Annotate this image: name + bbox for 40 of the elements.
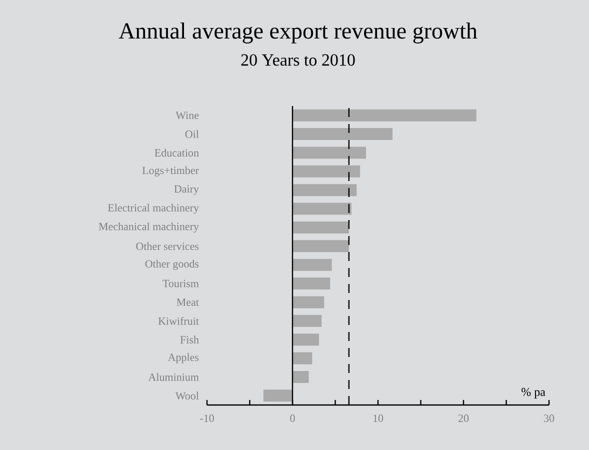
bar <box>292 221 349 234</box>
x-tick-label: 10 <box>373 414 384 422</box>
y-tick-label: Fish <box>180 336 199 344</box>
x-axis-title: % pa <box>522 388 546 398</box>
x-tick-label: -10 <box>200 414 214 422</box>
chart-subtitle: 20 Years to 2010 <box>241 54 355 66</box>
y-tick-label: Logs+timber <box>142 166 199 176</box>
bar <box>263 390 293 402</box>
y-tick-label: Kiwifruit <box>158 316 199 325</box>
bar <box>292 258 332 271</box>
y-tick-label: Aluminium <box>148 373 199 381</box>
y-tick-label: Other goods <box>145 260 199 270</box>
x-tick-label: 0 <box>290 414 295 422</box>
y-tick-label: Oil <box>185 130 199 138</box>
bar <box>292 128 393 140</box>
bar <box>292 296 324 308</box>
y-tick-label: Meat <box>176 298 199 306</box>
y-tick-label: Electrical machinery <box>108 204 199 214</box>
y-tick-label: Other services <box>136 242 199 250</box>
y-tick-label: Wool <box>175 392 199 400</box>
x-tick-label: 20 <box>458 414 469 422</box>
bar <box>292 314 322 327</box>
chart-title: Annual average export revenue growth <box>118 22 478 44</box>
y-tick-label: Mechanical machinery <box>98 222 199 232</box>
bar <box>292 370 309 383</box>
y-tick-label: Dairy <box>174 185 199 195</box>
bar <box>292 184 357 196</box>
bar <box>292 334 320 346</box>
y-tick-label: Wine <box>176 112 199 120</box>
bar <box>292 240 349 252</box>
bar <box>292 146 366 159</box>
y-tick-label: Education <box>154 148 199 157</box>
bar <box>292 278 330 290</box>
bar <box>292 352 312 364</box>
y-tick-label: Tourism <box>162 280 199 288</box>
bar <box>292 165 360 178</box>
bar <box>292 109 476 122</box>
y-tick-label: Apples <box>168 353 199 364</box>
bar <box>292 202 352 215</box>
x-tick-label: 30 <box>544 414 554 422</box>
